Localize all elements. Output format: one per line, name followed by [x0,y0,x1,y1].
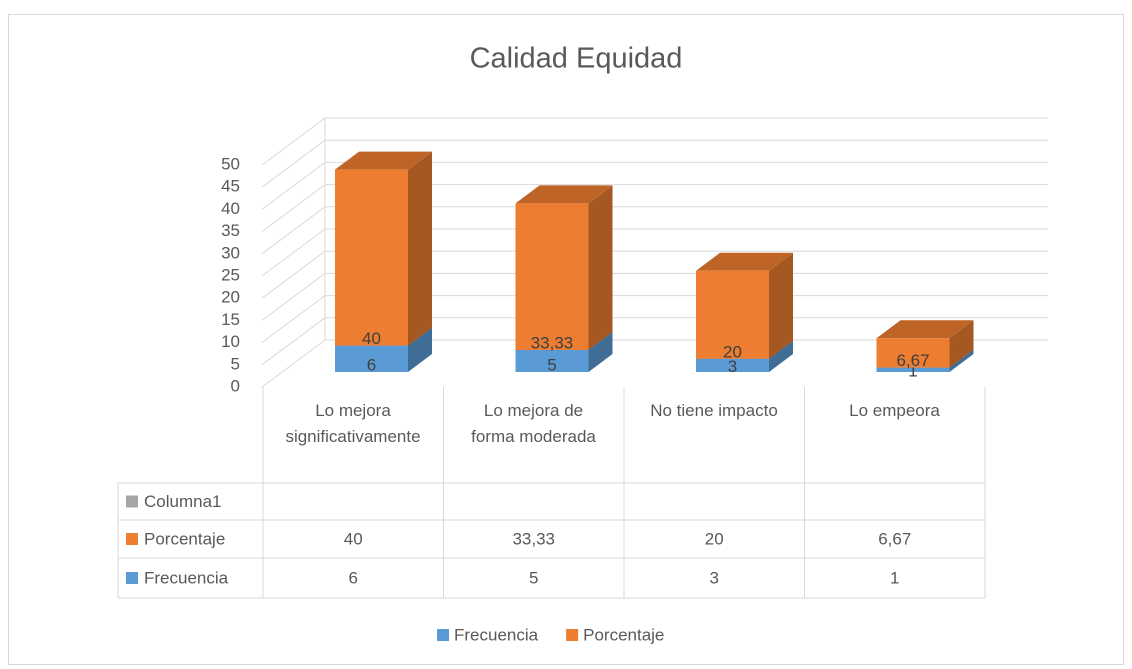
table-cell: 5 [529,568,538,587]
bar-side [769,340,793,372]
category-label: Lo mejora de forma moderada [471,401,596,446]
y-tick-label: 30 [221,243,240,262]
table-cell: 6,67 [878,529,911,548]
bar [696,270,769,359]
bar-side [949,320,974,368]
table-series-name: Columna1 [144,492,222,511]
bar-side [588,185,613,350]
table-cell: 33,33 [512,529,555,548]
data-label: 6,67 [896,351,929,370]
data-label: 5 [547,355,556,374]
data-label: 3 [728,357,737,376]
bar-top [696,252,793,271]
y-tick-label: 20 [221,288,240,307]
category-label: Lo empeora [849,401,940,420]
chart-title: Calidad Equidad [470,43,683,75]
table-series-name: Frecuencia [144,568,229,587]
table-legend-key [126,533,138,545]
y-tick-label: 50 [221,154,240,173]
table-cell: 3 [710,568,719,587]
table-series-name: Porcentaje [144,529,225,548]
bar [335,169,408,346]
table-cell: 40 [344,529,363,548]
y-tick-label: 45 [221,177,240,196]
data-label: 33,33 [531,333,574,352]
data-label: 6 [367,355,376,374]
bar-side [949,349,974,372]
bar-side [408,327,432,372]
bar-side [588,332,613,372]
y-tick-label: 10 [221,332,240,351]
y-tick-label: 25 [221,265,240,284]
legend-label: Frecuencia [454,625,539,644]
table-cell: 1 [890,568,899,587]
table-legend-key [126,572,138,584]
y-tick-label: 0 [231,376,240,395]
data-label: 40 [362,329,381,348]
table-cell: 6 [349,568,358,587]
legend-key [437,629,449,641]
category-label: No tiene impacto [650,401,778,420]
y-tick-label: 35 [221,221,240,240]
bar-top [515,185,613,204]
data-label: 20 [723,342,742,361]
category-label: Lo mejora significativamente [285,401,421,446]
bar-top [876,320,974,339]
y-tick-label: 5 [231,354,240,373]
bar-side [408,151,432,346]
bar [515,350,589,372]
y-tick-label: 40 [221,199,240,218]
bar [876,338,950,368]
bar-top [335,151,432,170]
bar [335,345,408,372]
legend-key [566,629,579,641]
bar-side [769,252,793,359]
y-tick-label: 15 [221,310,240,329]
table-cell: 20 [705,529,724,548]
bar [515,203,589,350]
bar [696,358,769,372]
data-label: 1 [908,361,917,380]
legend-label: Porcentaje [583,625,664,644]
table-legend-key [126,495,138,508]
bar [876,367,950,372]
